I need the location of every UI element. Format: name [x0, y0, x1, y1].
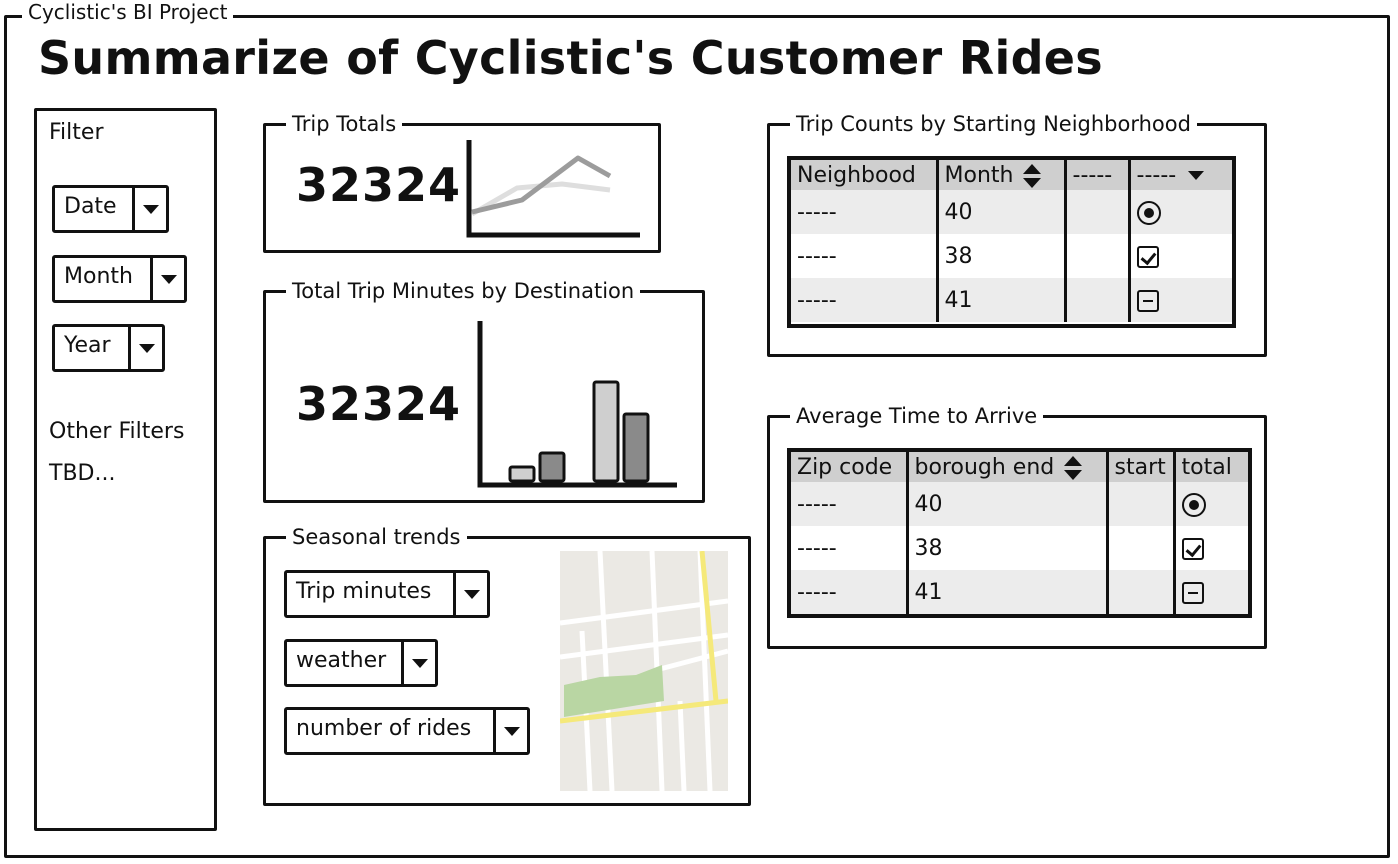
trip-minutes-label: Total Trip Minutes by Destination [286, 278, 641, 304]
month-dropdown-label: Month [64, 264, 133, 289]
cell-empty [1105, 526, 1174, 570]
chevron-down-icon[interactable] [132, 188, 166, 230]
cell-name: ----- [797, 243, 837, 269]
cell-control [1172, 570, 1248, 614]
column-header-3[interactable]: ----- [1063, 160, 1129, 190]
cell-empty [1063, 234, 1129, 278]
cell-empty [1105, 570, 1174, 614]
trip-minutes-dropdown[interactable]: Trip minutes [284, 570, 490, 618]
chevron-down-icon[interactable] [128, 327, 162, 369]
column-header-month-label: Month [944, 162, 1014, 188]
cell-value: 40 [935, 190, 1065, 234]
other-filters-label: Other Filters [49, 419, 185, 444]
cell-value: 41 [905, 570, 1107, 614]
column-header-neighborhood[interactable]: Neighbood [791, 160, 937, 190]
chevron-down-icon[interactable] [493, 710, 527, 752]
cell-control [1172, 482, 1248, 526]
table-row: ----- 40 [791, 482, 1248, 526]
minus-checkbox-icon[interactable] [1136, 289, 1159, 312]
filter-sidebar: Filter Date Month Year Other Filters TBD… [34, 108, 217, 831]
cell-name: ----- [791, 570, 907, 614]
seasonal-trends-panel: Seasonal trends Trip minutes weather num… [263, 524, 751, 806]
cell-empty [1063, 278, 1129, 322]
tbd-label: TBD... [49, 461, 116, 486]
column-header-borough-label: borough end [914, 454, 1055, 480]
sort-icon[interactable] [1023, 163, 1042, 188]
trip-totals-label: Trip Totals [286, 111, 403, 137]
radio-icon[interactable] [1181, 492, 1206, 517]
cell-empty [1105, 482, 1174, 526]
column-header-4[interactable]: ----- [1127, 160, 1232, 190]
chevron-down-icon[interactable] [453, 573, 487, 615]
project-frame [4, 15, 1390, 858]
cell-control [1127, 278, 1232, 322]
date-dropdown-label: Date [64, 194, 117, 219]
cell-control [1127, 190, 1232, 234]
trip-minutes-dropdown-label: Trip minutes [296, 579, 432, 604]
other-filters: Other Filters TBD... [49, 411, 184, 495]
neighborhood-panel: Trip Counts by Starting Neighborhood Nei… [767, 111, 1267, 357]
filter-title: Filter [49, 120, 104, 145]
trip-minutes-panel: Total Trip Minutes by Destination 32324 [263, 278, 705, 503]
table-row: ----- 41 [791, 570, 1248, 614]
chevron-down-icon[interactable] [401, 642, 435, 684]
arrive-table: Zip code borough end start total ----- 4… [787, 448, 1252, 618]
cell-value: 41 [935, 278, 1065, 322]
column-header-borough[interactable]: borough end [905, 452, 1107, 482]
column-header-4-label: ----- [1136, 162, 1177, 188]
number-of-rides-dropdown[interactable]: number of rides [284, 707, 530, 755]
column-header-zip[interactable]: Zip code [791, 452, 907, 482]
map-image [560, 551, 728, 791]
sort-icon[interactable] [1064, 455, 1083, 480]
column-header-total[interactable]: total [1172, 452, 1248, 482]
trip-totals-value: 32324 [296, 158, 462, 212]
date-dropdown[interactable]: Date [52, 185, 169, 233]
cell-name: ----- [791, 482, 907, 526]
minus-checkbox-icon[interactable] [1181, 581, 1204, 604]
arrive-panel: Average Time to Arrive Zip code borough … [767, 403, 1267, 649]
arrive-label: Average Time to Arrive [790, 403, 1044, 429]
number-of-rides-dropdown-label: number of rides [296, 716, 472, 741]
trip-minutes-value: 32324 [296, 377, 462, 431]
year-dropdown-label: Year [64, 333, 111, 358]
cell-value: 38 [935, 234, 1065, 278]
bar-chart-icon [477, 321, 677, 488]
table-row: ----- 38 [791, 526, 1248, 570]
checkbox-icon[interactable] [1136, 245, 1159, 268]
column-header-start[interactable]: start [1105, 452, 1174, 482]
radio-icon[interactable] [1136, 200, 1161, 225]
table-row: ----- 38 [791, 234, 1232, 278]
checkbox-icon[interactable] [1181, 537, 1204, 560]
cell-name: ----- [791, 278, 937, 322]
neighborhood-table: Neighbood Month ----- ----- ----- 40 ---… [787, 156, 1236, 328]
cell-value: 40 [905, 482, 1107, 526]
seasonal-trends-label: Seasonal trends [286, 524, 467, 550]
cell-value: 38 [905, 526, 1107, 570]
table-row: ----- 40 [791, 190, 1232, 234]
cell-name: ----- [797, 535, 837, 561]
table-row: ----- 41 [791, 278, 1232, 322]
cell-name: ----- [791, 190, 937, 234]
cell-control [1127, 234, 1232, 278]
cell-empty [1063, 190, 1129, 234]
trip-totals-panel: Trip Totals 32324 [263, 111, 661, 253]
month-dropdown[interactable]: Month [52, 255, 187, 303]
weather-dropdown-label: weather [296, 648, 387, 673]
page-title: Summarize of Cyclistic's Customer Rides [38, 31, 1103, 85]
cell-control [1172, 526, 1248, 570]
year-dropdown[interactable]: Year [52, 324, 165, 372]
chevron-down-icon[interactable] [1188, 171, 1205, 180]
line-chart-icon [466, 140, 640, 238]
weather-dropdown[interactable]: weather [284, 639, 438, 687]
frame-label: Cyclistic's BI Project [22, 0, 234, 24]
column-header-month[interactable]: Month [935, 160, 1065, 190]
chevron-down-icon[interactable] [150, 258, 184, 300]
neighborhood-label: Trip Counts by Starting Neighborhood [790, 111, 1197, 137]
